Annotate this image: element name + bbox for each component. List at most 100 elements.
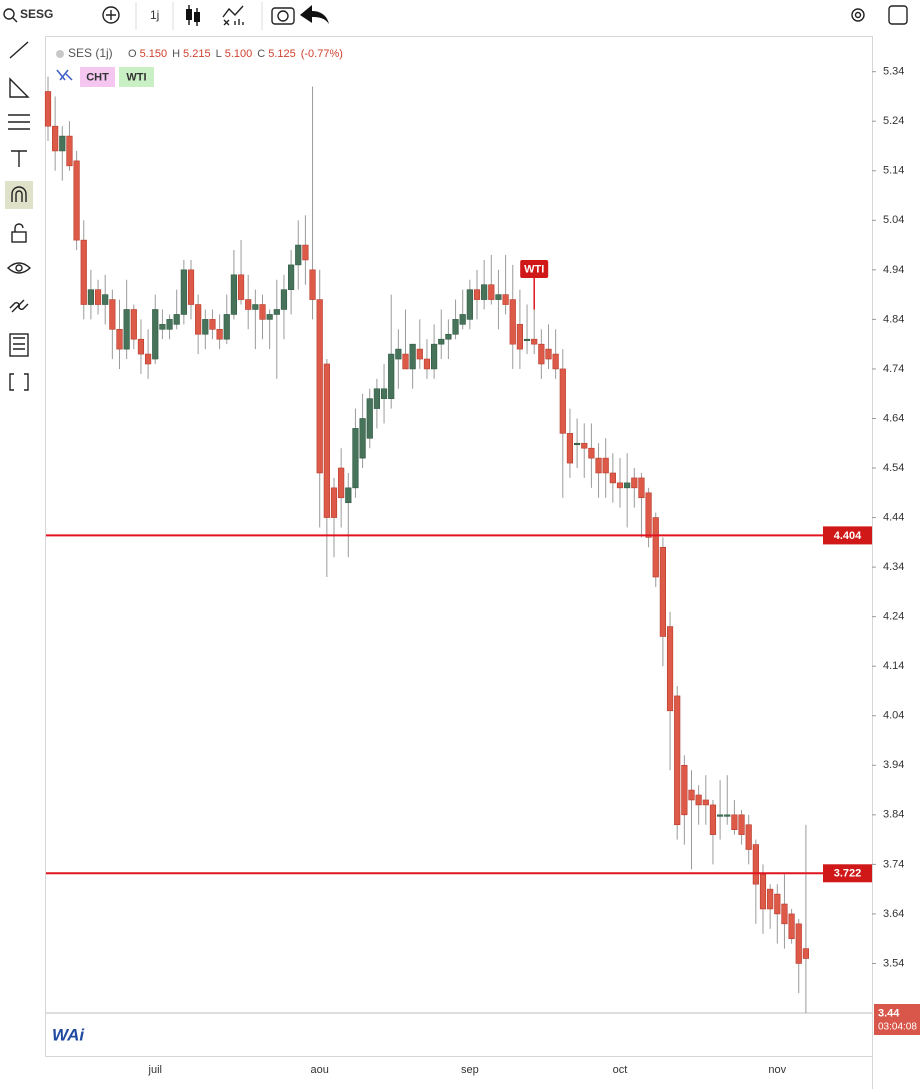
text-tool[interactable] — [11, 150, 27, 167]
badge-bg[interactable] — [80, 67, 115, 87]
candle-body — [209, 319, 216, 330]
y-tick-label: 5.04 — [883, 214, 904, 226]
candle-body — [502, 294, 509, 305]
candle-body — [688, 789, 695, 801]
candle-body — [195, 304, 202, 335]
magnet-tool — [11, 186, 27, 202]
x-tick-label: aou — [311, 1064, 329, 1076]
candle-body — [666, 626, 674, 712]
fullscreen-icon[interactable] — [888, 5, 908, 25]
candle-body — [674, 695, 681, 826]
indicator-icon[interactable] — [222, 5, 244, 18]
candle-body — [73, 160, 80, 241]
y-tick-label: 4.04 — [883, 710, 904, 722]
lock-tool[interactable] — [11, 231, 27, 243]
range-tool[interactable] — [9, 373, 29, 391]
candle-body — [109, 299, 116, 330]
candle-body — [738, 814, 745, 835]
candle-body — [116, 329, 123, 350]
candle-body — [695, 794, 702, 806]
candle-body — [187, 269, 195, 305]
candle-body — [752, 844, 759, 885]
legend-value: 5.150 — [140, 48, 168, 60]
lock-shackle — [14, 223, 24, 232]
candle-body — [438, 338, 445, 345]
logo-text: WAi — [52, 1025, 85, 1044]
candle-body — [59, 135, 66, 152]
y-tick-label: 3.64 — [883, 908, 904, 920]
y-tick-label: 4.74 — [883, 363, 904, 375]
candle-body — [788, 913, 795, 939]
legend-dot — [56, 50, 64, 58]
magnet-active[interactable] — [5, 181, 33, 209]
candle-body — [609, 472, 616, 484]
candle-body — [223, 314, 230, 340]
badge[interactable]: CHT — [86, 71, 109, 83]
candle-body — [430, 343, 438, 370]
candle-body — [716, 814, 724, 817]
candle-icon — [194, 12, 200, 22]
y-tick-label: 3.54 — [883, 957, 904, 969]
camera-icon[interactable] — [271, 7, 295, 25]
indicator-icon-detail — [223, 19, 244, 26]
y-tick-label: 4.44 — [883, 511, 904, 523]
symbol[interactable]: SESG — [20, 7, 53, 21]
calculator-tool[interactable] — [9, 333, 29, 357]
y-tick-label: 3.94 — [883, 759, 904, 771]
legend-key: C — [257, 48, 265, 60]
settings-icon[interactable] — [851, 8, 865, 22]
badge-bg[interactable] — [119, 67, 154, 87]
triangle-tool[interactable] — [9, 77, 30, 98]
candle-body — [581, 442, 588, 449]
camera-lens — [277, 10, 289, 22]
x-tick-label: oct — [613, 1064, 628, 1076]
last-price: 3.44 — [878, 1007, 900, 1019]
candle-body — [416, 348, 423, 360]
candle-body — [338, 467, 345, 499]
candle-body — [473, 289, 481, 300]
candle-body — [388, 353, 395, 399]
candle-body — [295, 244, 302, 266]
hline-label-bg — [823, 864, 872, 883]
search-icon[interactable] — [3, 8, 15, 20]
hline-label: 4.404 — [834, 530, 862, 542]
candle-body — [538, 343, 545, 365]
candle-body — [481, 284, 488, 300]
legend-key: O — [128, 48, 137, 60]
candle-body — [573, 442, 581, 446]
candle-body — [759, 873, 767, 910]
candle-body — [409, 343, 416, 370]
candle-body — [102, 294, 109, 305]
candle-body — [137, 338, 145, 355]
candle-body — [488, 284, 495, 300]
eye-tool[interactable] — [6, 262, 32, 274]
candle-body — [316, 299, 323, 474]
candle-body — [259, 304, 266, 320]
x-tick-label: nov — [768, 1064, 786, 1076]
top-toolbar: SESG 1j — [3, 2, 908, 30]
candle-body — [631, 477, 638, 489]
link-tool[interactable] — [9, 299, 29, 313]
interval[interactable]: 1j — [150, 8, 159, 22]
badge[interactable]: WTI — [126, 71, 146, 83]
candle-body — [180, 269, 187, 315]
line-tool[interactable] — [9, 41, 29, 59]
legend: SES (1j) O 5.150 H 5.215 L 5.100 C 5.125 (-0.77%… — [56, 46, 343, 60]
candle-body — [559, 368, 566, 434]
candle-body — [423, 358, 431, 370]
candle-body — [130, 309, 137, 340]
fib-tool[interactable] — [8, 114, 30, 130]
calculator-keys — [13, 337, 25, 350]
add-icon[interactable] — [102, 6, 120, 24]
undo-icon[interactable] — [300, 5, 329, 24]
candle-body — [94, 289, 102, 305]
candle-body — [330, 487, 338, 518]
y-tick-label: 3.84 — [883, 809, 904, 821]
candle-body — [266, 314, 273, 320]
eye-pupil — [15, 264, 23, 272]
search-icon-handle — [12, 17, 18, 23]
hline-label: 3.722 — [834, 868, 862, 880]
hline-label-bg — [823, 526, 872, 545]
candle-body — [202, 319, 209, 335]
